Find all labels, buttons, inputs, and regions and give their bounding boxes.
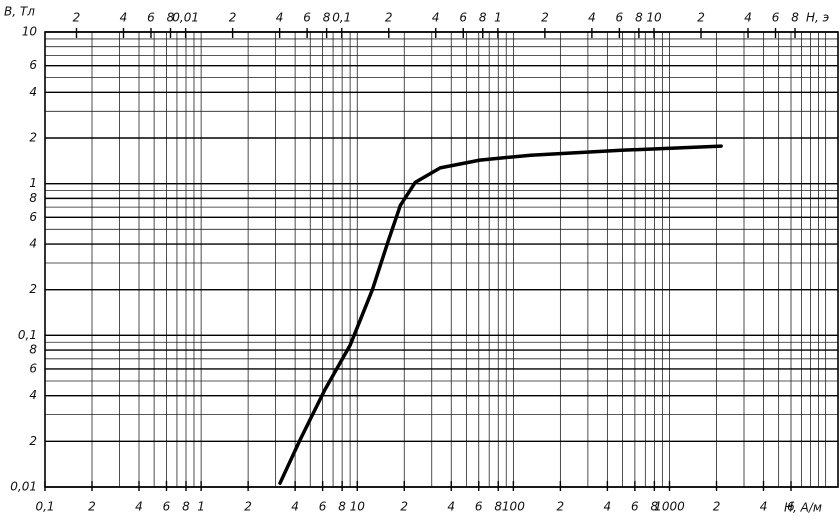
y-tick-label: 1 (29, 176, 37, 190)
y-tick-label: 2 (29, 131, 37, 145)
x2-tick-label: 4 (432, 11, 440, 25)
y-tick-label: 0,01 (10, 480, 37, 494)
x2-tick-label: 2 (541, 11, 549, 25)
x2-tick-label: 8 (323, 11, 331, 25)
x2-tick-label: 4 (588, 11, 596, 25)
x-tick-label: 0,1 (35, 500, 54, 514)
x-tick-label: 4 (135, 500, 143, 514)
x-tick-label: 6 (631, 500, 639, 514)
x-tick-label: 2 (88, 500, 96, 514)
x2-tick-label: 6 (772, 11, 780, 25)
x2-tick-label: 6 (303, 11, 311, 25)
x-tick-label: 4 (604, 500, 612, 514)
x2-axis-label: Н, э (806, 11, 829, 25)
y-tick-label: 0,1 (18, 328, 37, 342)
x-tick-label: 100 (502, 500, 525, 514)
x2-tick-label: 8 (791, 11, 799, 25)
x2-tick-label: 8 (167, 11, 175, 25)
x-tick-label: 2 (400, 500, 408, 514)
x-tick-label: 1 (197, 500, 205, 514)
x-tick-label: 1000 (654, 500, 685, 514)
y-tick-label: 2 (29, 282, 37, 296)
x-tick-label: 6 (163, 500, 171, 514)
x2-tick-label: 0,1 (332, 11, 351, 25)
curve (278, 144, 723, 485)
x-tick-label: 4 (291, 500, 299, 514)
x2-tick-label: 8 (479, 11, 487, 25)
plot-frame (44, 31, 839, 488)
x-tick-label: 4 (447, 500, 455, 514)
x2-tick-label: 1 (494, 11, 502, 25)
y-tick-label: 4 (29, 237, 37, 251)
x-tick-label: 8 (494, 500, 502, 514)
y-tick-label: 6 (29, 361, 37, 375)
x2-tick-label: 0,01 (172, 11, 199, 25)
x2-tick-label: 8 (635, 11, 643, 25)
y-tick-label: 8 (29, 343, 37, 357)
x-tick-label: 2 (713, 500, 721, 514)
x2-tick-label: 6 (459, 11, 467, 25)
x2-tick-label: 4 (744, 11, 752, 25)
x2-tick-label: 4 (276, 11, 284, 25)
x-axis-label: Н, А/м (784, 501, 822, 515)
x-tick-label: 6 (475, 500, 483, 514)
x-tick-label: 6 (319, 500, 327, 514)
x2-tick-label: 2 (385, 11, 393, 25)
x2-tick-label: 2 (697, 11, 705, 25)
y-tick-label: 4 (29, 85, 37, 99)
x-tick-label: 8 (338, 500, 346, 514)
x-tick-label: 2 (244, 500, 252, 514)
y-tick-label: 8 (29, 191, 37, 205)
x2-tick-label: 2 (73, 11, 81, 25)
x2-tick-label: 2 (229, 11, 237, 25)
x2-tick-label: 10 (646, 11, 662, 25)
x-tick-label: 8 (651, 500, 659, 514)
x2-tick-label: 6 (616, 11, 624, 25)
y-tick-label: 6 (29, 58, 37, 72)
x-tick-label: 2 (557, 500, 565, 514)
x-tick-label: 6 (787, 500, 795, 514)
x-tick-label: 8 (182, 500, 190, 514)
y-tick-label: 6 (29, 210, 37, 224)
y-tick-label: 2 (29, 434, 37, 448)
x-tick-label: 10 (350, 500, 366, 514)
x2-tick-label: 6 (147, 11, 155, 25)
y-axis-label: В, Тл (4, 5, 35, 19)
y-tick-label: 4 (29, 388, 37, 402)
y-tick-label: 10 (22, 25, 38, 39)
x-tick-label: 4 (760, 500, 768, 514)
x2-tick-label: 4 (120, 11, 128, 25)
